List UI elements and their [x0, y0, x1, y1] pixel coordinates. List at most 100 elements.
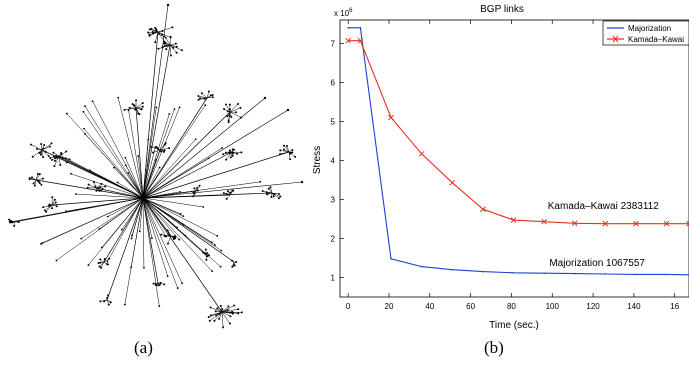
graph-edge — [139, 197, 144, 232]
graph-node — [228, 103, 231, 106]
graph-node — [107, 303, 110, 306]
graph-node — [209, 306, 212, 309]
graph-edge — [159, 147, 170, 151]
graph-node — [107, 294, 110, 297]
graph-edge — [142, 109, 289, 199]
graph-node — [147, 31, 150, 34]
graph-node — [155, 106, 158, 109]
graph-node — [227, 305, 230, 308]
graph-edge — [142, 197, 218, 237]
graph-node — [50, 142, 53, 145]
graph-edge — [142, 97, 266, 199]
graph-edge — [117, 182, 144, 199]
graph-node — [49, 156, 52, 159]
graph-edge — [124, 197, 144, 305]
data-point — [510, 217, 517, 223]
graph-node — [239, 106, 242, 109]
graph-node — [64, 157, 67, 160]
graph-node — [176, 287, 179, 289]
graph-node — [140, 108, 143, 111]
x-tick-label: 100 — [546, 302, 560, 311]
graph-node — [158, 305, 161, 308]
graph-node — [176, 226, 178, 229]
data-point — [345, 37, 352, 44]
graph-node — [221, 308, 224, 311]
graph-edge — [45, 204, 53, 212]
graph-node — [237, 103, 240, 106]
legend-label-kamada-kawai: Kamada–Kawai — [628, 35, 684, 44]
graph-node — [231, 259, 234, 262]
graph-node — [179, 212, 182, 215]
graph-node — [193, 192, 196, 195]
graph-node — [47, 155, 50, 158]
graph-edge — [223, 108, 231, 113]
y-axis-label: Stress — [312, 146, 323, 174]
graph-edge — [142, 197, 178, 228]
graph-node — [163, 40, 166, 43]
graph-node — [228, 322, 231, 325]
graph-edge — [41, 149, 44, 158]
data-point — [420, 265, 423, 268]
graph-edge — [286, 145, 290, 153]
graph-node — [152, 32, 155, 35]
graph-node — [225, 197, 228, 200]
graph-node — [8, 220, 12, 224]
graph-node — [147, 138, 150, 141]
graph-node — [134, 108, 137, 111]
graph-node — [225, 158, 228, 161]
graph-edge — [279, 151, 290, 155]
graph-edge — [117, 97, 144, 199]
data-point — [602, 220, 609, 227]
graph-node — [199, 97, 202, 100]
graph-edge — [41, 143, 52, 151]
graph-node — [197, 98, 200, 101]
graph-node — [184, 234, 187, 237]
graph-node — [227, 121, 230, 124]
graph-node — [97, 262, 100, 265]
graph-node — [106, 297, 109, 300]
graph-edge — [142, 139, 149, 199]
graph-node — [220, 249, 223, 252]
graph-node — [233, 304, 236, 307]
graph-node — [51, 196, 54, 199]
graph-node — [294, 155, 297, 158]
y-tick-label: 1 — [331, 273, 336, 282]
data-point — [512, 272, 515, 274]
graph-edge — [31, 144, 43, 151]
data-point — [604, 273, 607, 275]
plot-frame — [339, 19, 689, 298]
graph-edge — [223, 151, 233, 155]
graph-node — [123, 303, 126, 306]
graph-node — [82, 110, 85, 113]
graph-node — [106, 260, 109, 263]
graph-edge — [107, 197, 144, 262]
graph-node — [53, 159, 56, 162]
graph-edge — [221, 311, 224, 328]
graph-node — [270, 195, 273, 198]
graph-node — [137, 155, 140, 157]
graph-edge — [125, 157, 144, 199]
graph-edge — [121, 197, 144, 230]
graph-node — [45, 210, 48, 213]
graph-node — [172, 236, 175, 239]
graph-node — [151, 237, 153, 239]
graph-edge — [75, 193, 144, 199]
y-tick-label: 4 — [331, 156, 336, 165]
graph-node — [41, 177, 44, 180]
graph-edge — [95, 186, 106, 189]
graph-node — [55, 154, 58, 157]
graph-node — [117, 96, 120, 99]
graph-edge — [142, 191, 180, 199]
graph-edge — [99, 261, 105, 267]
graph-node — [70, 172, 72, 175]
y-tick-label: 7 — [331, 39, 336, 48]
graph-edge — [169, 43, 176, 46]
graph-edge — [169, 44, 183, 51]
graph-node — [232, 152, 235, 155]
graph-edge — [56, 155, 144, 199]
graph-edge — [142, 146, 156, 199]
graph-node — [198, 184, 201, 187]
graph-node — [211, 94, 214, 97]
graph-edge — [128, 110, 144, 199]
